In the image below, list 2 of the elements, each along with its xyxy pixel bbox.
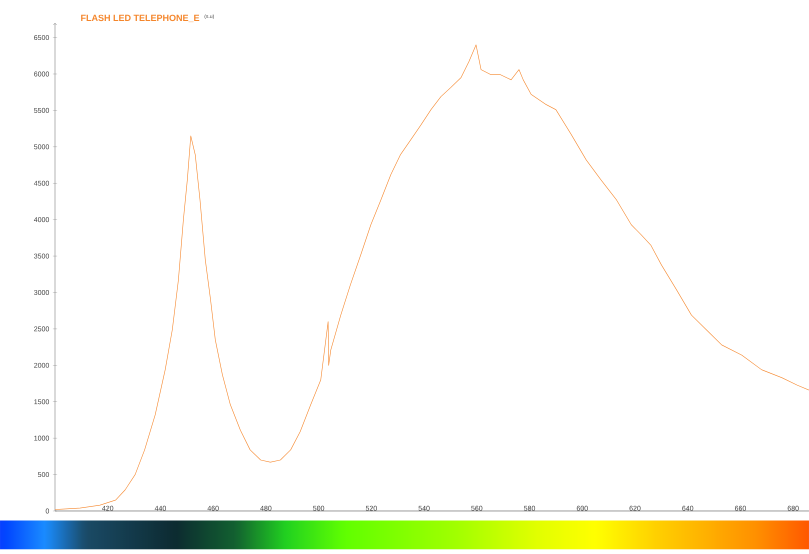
chart-title: FLASH LED TELEPHONE_E [81, 14, 200, 22]
line-series [54, 44, 809, 510]
